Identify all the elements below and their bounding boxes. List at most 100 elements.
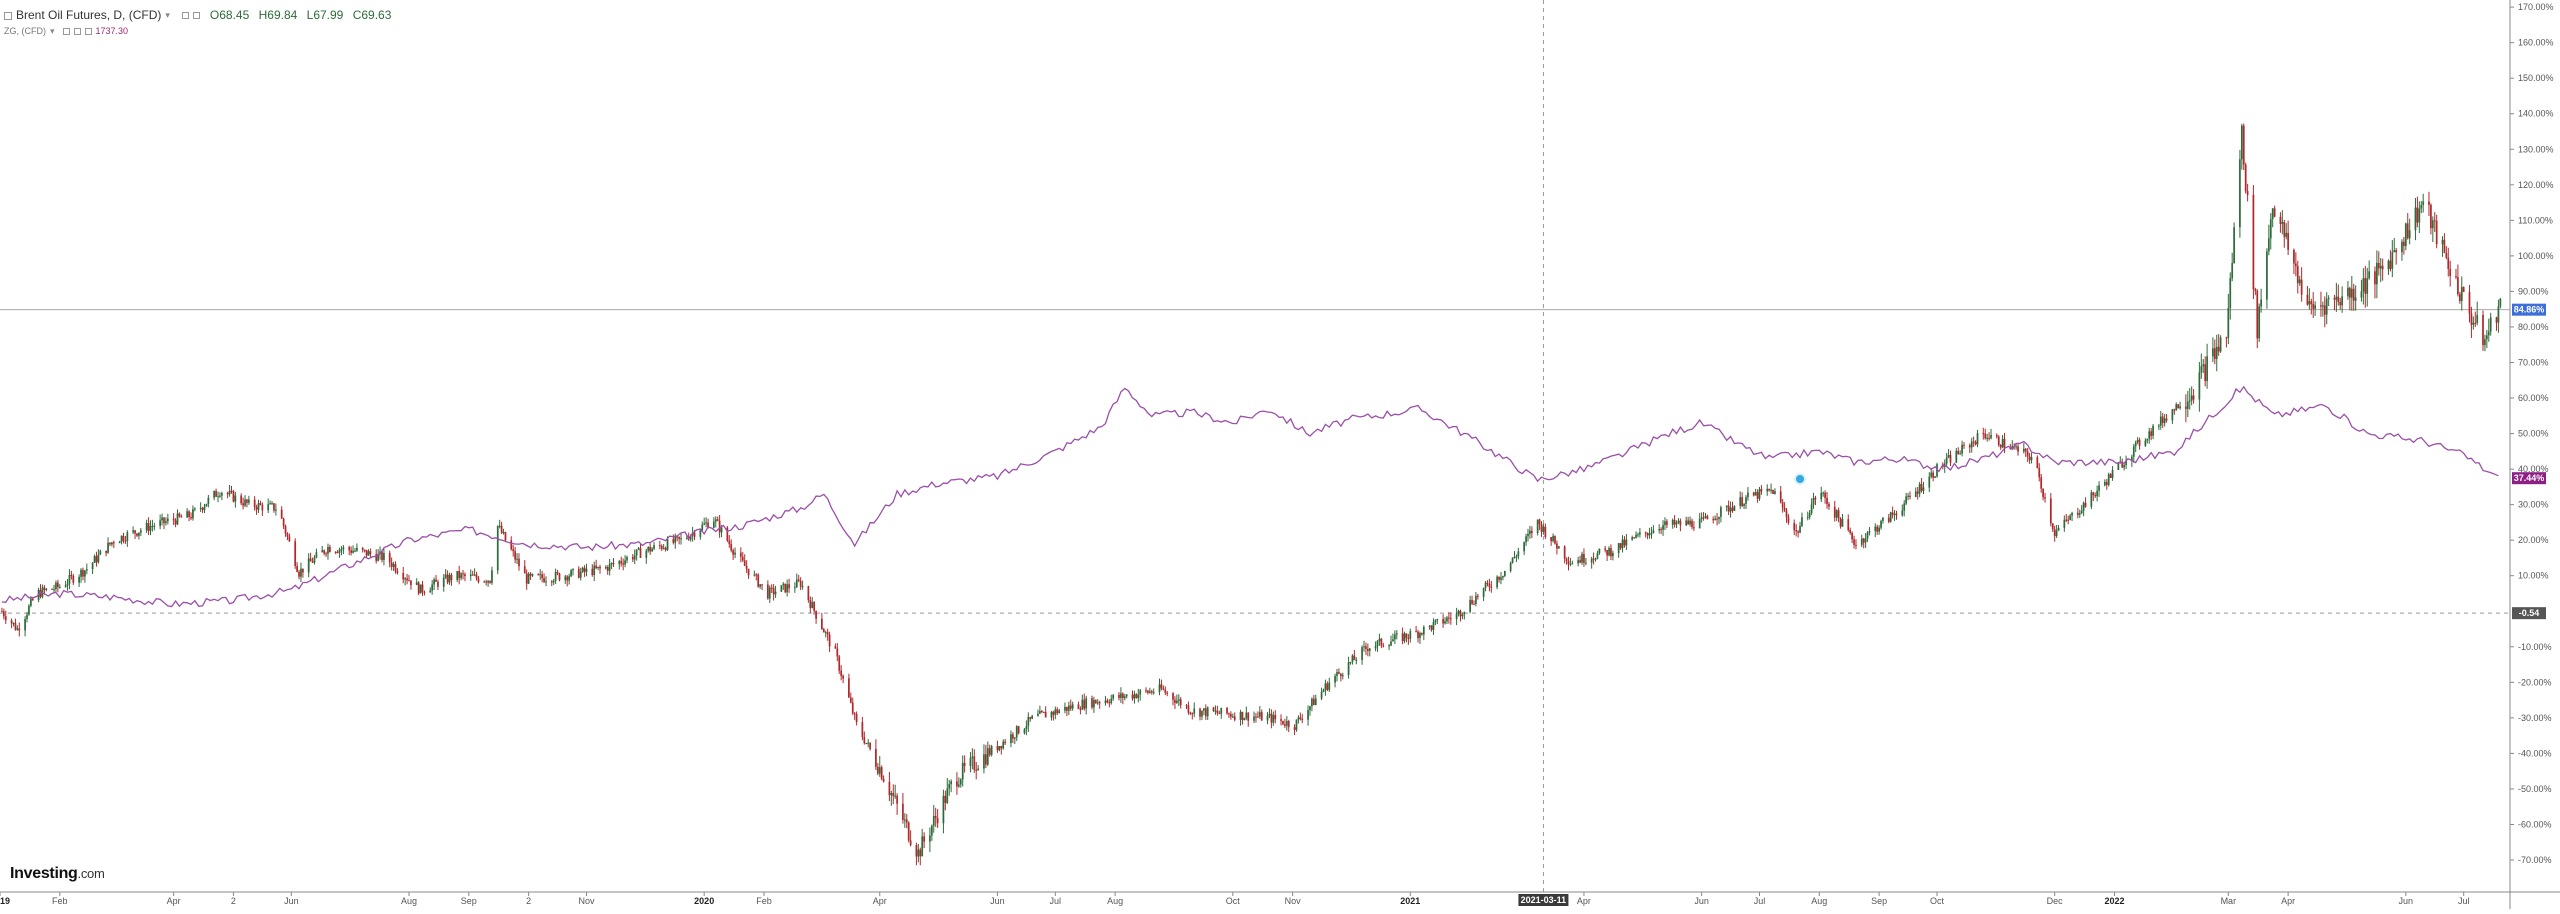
candle-body	[664, 547, 667, 550]
candle-body	[118, 541, 121, 544]
candle-body	[1307, 710, 1309, 720]
candle-body	[145, 523, 148, 531]
candle-body	[734, 552, 736, 555]
candle-body	[2431, 220, 2434, 229]
settings-square-icon[interactable]	[62, 28, 70, 35]
candle-body	[1382, 645, 1385, 647]
candle-body	[1596, 553, 1599, 559]
candle-body	[2242, 125, 2245, 165]
candle-body	[10, 620, 13, 624]
x-tick-label: Mar	[2221, 896, 2237, 906]
brent-candles	[1, 123, 2502, 866]
candle-body	[1351, 655, 1354, 663]
candle-body	[637, 548, 640, 550]
candle-body	[2403, 241, 2405, 247]
legend-secondary-row[interactable]: ZG, (CFD) ▾ 1737.30	[4, 24, 397, 39]
candle-body	[126, 532, 129, 542]
candle-body	[192, 509, 194, 519]
collapse-icon[interactable]	[4, 11, 12, 20]
candle-body	[2445, 252, 2448, 258]
candle-body	[2219, 337, 2222, 352]
candle-body	[1002, 741, 1005, 749]
candle-body	[1617, 543, 1620, 553]
candle-body	[1341, 675, 1344, 677]
candle-body	[429, 590, 432, 593]
candle-body	[975, 769, 978, 771]
candle-body	[2244, 164, 2247, 192]
candle-body	[136, 533, 138, 536]
candle-body	[1471, 600, 1473, 604]
chevron-down-icon[interactable]: ▾	[165, 10, 170, 20]
price-badge-label: 37.44%	[2514, 473, 2545, 483]
candle-body	[876, 766, 879, 774]
candle-body	[356, 547, 358, 551]
candle-body	[2063, 519, 2066, 528]
candle-body	[1835, 510, 1838, 518]
candle-body	[1583, 553, 1585, 563]
candle-body	[1936, 464, 1938, 477]
candle-body	[550, 581, 553, 583]
settings-square-icon[interactable]	[181, 12, 189, 19]
candle-body	[2192, 395, 2195, 400]
candle-body	[134, 530, 136, 534]
x-tick-label: Feb	[756, 896, 772, 906]
chevron-down-icon[interactable]: ▾	[50, 26, 55, 36]
candle-body	[193, 508, 196, 510]
candle-body	[2325, 299, 2328, 315]
candle-body	[2213, 348, 2216, 359]
candle-body	[510, 540, 513, 550]
x-tick-label: Jun	[990, 896, 1005, 906]
legend-main-row[interactable]: Brent Oil Futures, D, (CFD) ▾ O68.45 H69…	[4, 8, 397, 23]
candle-body	[2215, 346, 2218, 359]
candle-body	[757, 574, 760, 587]
candle-body	[255, 507, 258, 510]
candle-body	[2123, 465, 2126, 468]
candle-body	[2414, 207, 2417, 231]
close-square-icon[interactable]	[192, 12, 200, 19]
candle-body	[840, 670, 843, 676]
close-square-icon[interactable]	[84, 28, 92, 35]
candle-body	[2258, 306, 2261, 339]
visibility-square-icon[interactable]	[73, 28, 81, 35]
candle-body	[932, 816, 935, 826]
candle-body	[2435, 220, 2438, 245]
candle-body	[201, 507, 204, 510]
candle-body	[1160, 684, 1163, 689]
candle-body	[1108, 702, 1111, 704]
candle-body	[417, 582, 420, 594]
candle-body	[1866, 532, 1869, 539]
candle-body	[2084, 502, 2087, 507]
candle-body	[1563, 546, 1566, 559]
x-tick-label: 2020	[694, 896, 714, 906]
candle-body	[988, 748, 991, 755]
candle-body	[1212, 707, 1215, 712]
candle-body	[1284, 724, 1286, 726]
candle-body	[315, 552, 318, 558]
candle-body	[2204, 364, 2207, 382]
candle-body	[1, 611, 3, 613]
candle-body	[1216, 710, 1219, 714]
candle-body	[1644, 532, 1647, 534]
candle-body	[1498, 576, 1500, 580]
candle-body	[998, 746, 1001, 751]
candle-body	[294, 541, 297, 567]
candle-body	[1787, 517, 1790, 523]
candle-body	[1446, 617, 1448, 622]
price-badge-label: -0.54	[2519, 608, 2540, 618]
candle-body	[1476, 595, 1479, 597]
candle-body	[1698, 519, 1701, 529]
candle-body	[1374, 646, 1377, 649]
candle-body	[377, 553, 380, 561]
candle-body	[2341, 296, 2344, 306]
price-badge	[2512, 607, 2546, 620]
candle-body	[527, 573, 530, 584]
legend-secondary-title[interactable]: ZG, (CFD)	[4, 26, 46, 36]
info-circle-icon[interactable]	[1794, 473, 1806, 485]
legend-main-title[interactable]: Brent Oil Futures, D, (CFD)	[16, 8, 162, 22]
candle-body	[219, 495, 221, 497]
candle-body	[1874, 526, 1877, 532]
candle-body	[2103, 482, 2106, 486]
x-tick-label: 2022	[2104, 896, 2124, 906]
